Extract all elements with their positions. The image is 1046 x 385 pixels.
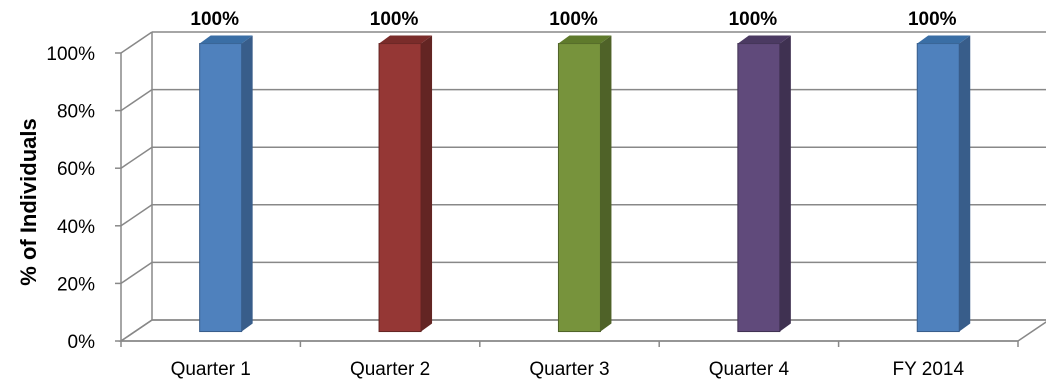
y-tick-label: 40% <box>57 217 95 238</box>
gridline-depth-40 <box>120 204 153 227</box>
bar-top <box>737 35 791 44</box>
bar-side <box>241 35 253 332</box>
y-axis-title: % of Individuals <box>16 118 41 285</box>
gridline-depth-100 <box>120 31 153 54</box>
bar-front <box>737 43 781 333</box>
x-tick-label: Quarter 4 <box>709 359 790 380</box>
x-tick-label: Quarter 3 <box>529 359 609 380</box>
axes <box>115 32 1019 347</box>
bar-top <box>199 35 253 44</box>
y-tick-label: 0% <box>68 332 96 353</box>
x-tick-label: Quarter 2 <box>350 359 430 380</box>
y-tick-label: 60% <box>57 159 95 180</box>
bar-2 <box>378 35 433 333</box>
labels: 0% 20% 40% 60% 80% 100% 100% Quarter 1 100% Quart… <box>46 9 964 380</box>
gridline-depth-80 <box>120 88 153 112</box>
bar-top <box>917 35 971 44</box>
y-tick-label: 80% <box>57 102 95 123</box>
bar-top <box>379 35 433 44</box>
y-tick-label: 20% <box>57 274 95 295</box>
x-tick-label: FY 2014 <box>893 359 965 380</box>
gridline-depth-60 <box>120 146 153 169</box>
data-label: 100% <box>729 9 778 30</box>
y-tick-label: 100% <box>46 44 95 65</box>
bar-1 <box>199 35 253 333</box>
bar-3 <box>557 35 612 333</box>
bar-front <box>557 43 601 333</box>
bar-top <box>558 35 612 44</box>
bar-5 <box>916 35 971 333</box>
gridline-depth-20 <box>120 261 153 285</box>
bars <box>199 35 971 333</box>
data-label: 100% <box>190 9 239 30</box>
data-label: 100% <box>908 9 957 30</box>
bar-4 <box>737 35 791 333</box>
data-label: 100% <box>370 9 419 30</box>
bar-side <box>600 35 612 332</box>
data-label: 100% <box>549 9 598 30</box>
bar-front <box>916 43 960 333</box>
bar-side <box>421 35 433 332</box>
x-tick-label: Quarter 1 <box>171 359 251 380</box>
bar-front <box>378 43 422 333</box>
bar-side <box>779 35 791 332</box>
bar-side <box>959 35 971 332</box>
bar-front <box>199 43 243 333</box>
